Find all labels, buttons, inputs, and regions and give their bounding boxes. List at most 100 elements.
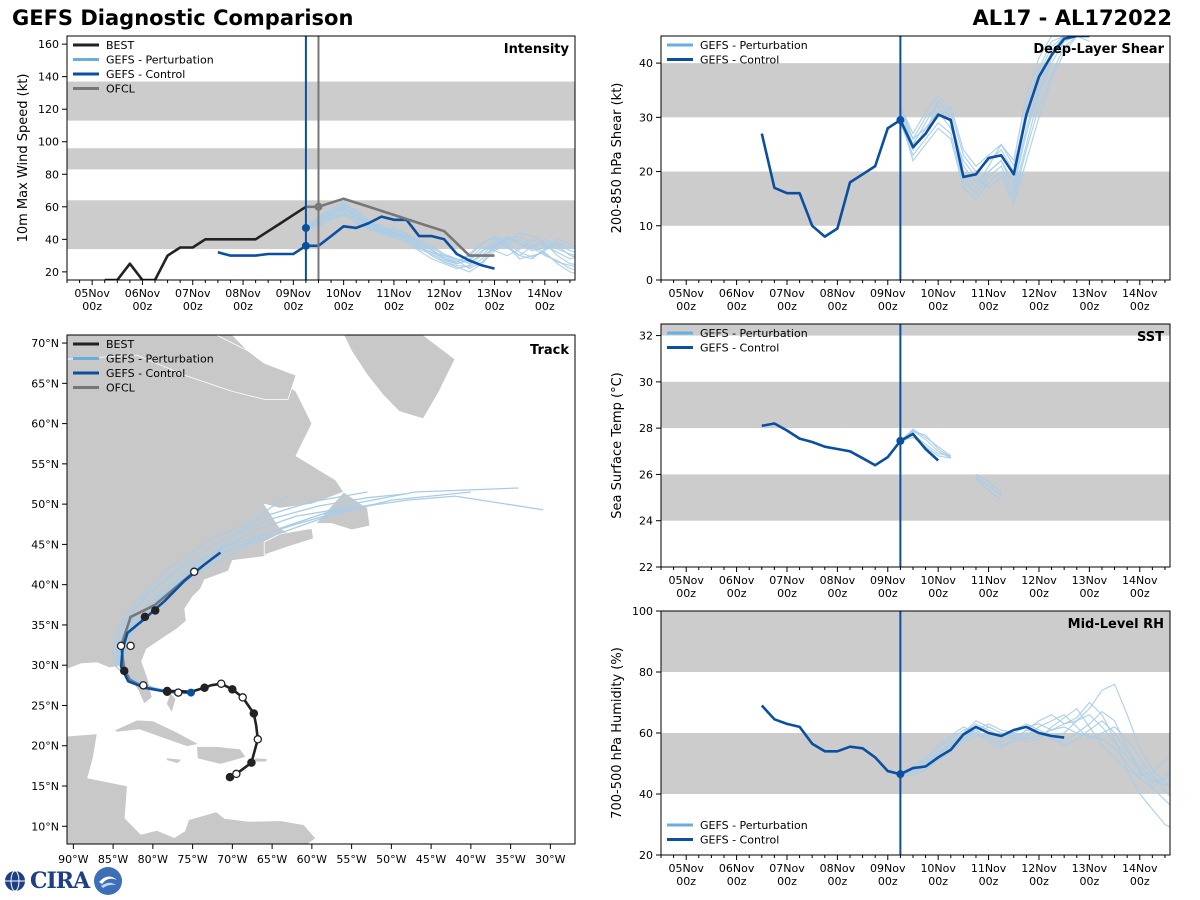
- rh-plot-area: [661, 611, 1170, 828]
- intensity-band-2: [67, 81, 575, 121]
- intensity-xtick-label-hour-0: 00z: [82, 300, 102, 313]
- sst-ytick-label-1: 24: [639, 515, 653, 528]
- track-best-point-7: [216, 679, 226, 688]
- intensity-ytick-label-0: 20: [45, 266, 59, 279]
- track-best-point-3: [253, 735, 263, 744]
- rh-chart: 05Nov00z06Nov00z07Nov00z08Nov00z09Nov00z…: [610, 605, 1171, 888]
- sst-xtick-label-date-8: 13Nov: [1072, 574, 1108, 587]
- sst-xtick-label-hour-1: 00z: [727, 587, 747, 600]
- track-xtick-label-3: 75°W: [177, 853, 207, 866]
- intensity-xtick-label-date-6: 11Nov: [376, 287, 412, 300]
- sst-band-1: [661, 381, 1170, 429]
- track-xtick-label-6: 60°W: [297, 853, 327, 866]
- track-ytick-label-9: 55°N: [31, 458, 59, 471]
- track-xtick-label-12: 30°W: [535, 853, 565, 866]
- sst-ytick-label-0: 22: [639, 561, 653, 574]
- legend-label-control: GEFS - Control: [700, 342, 779, 355]
- land-hispaniola: [196, 746, 247, 765]
- sst-xtick-label-hour-7: 00z: [1029, 587, 1049, 600]
- track-xtick-label-7: 55°W: [336, 853, 366, 866]
- legend-label-perturbation: GEFS - Perturbation: [700, 819, 808, 832]
- shear-xtick-label-hour-1: 00z: [727, 300, 747, 313]
- sst-xtick-label-date-6: 11Nov: [971, 574, 1007, 587]
- intensity-series-best-0: [104, 205, 307, 280]
- shear-perturbation-3: [899, 36, 1090, 201]
- intensity-xtick-label-date-1: 06Nov: [125, 287, 161, 300]
- intensity-xtick-label-hour-3: 00z: [233, 300, 253, 313]
- rh-ytick-label-3: 80: [639, 666, 653, 679]
- shear-xtick-label-hour-2: 00z: [777, 300, 797, 313]
- intensity-xtick-label-date-7: 12Nov: [426, 287, 462, 300]
- rh-ytick-label-2: 60: [639, 727, 653, 740]
- sst-perturbation-extra-0: [975, 476, 1002, 496]
- rh-xtick-label-hour-4: 00z: [878, 875, 898, 888]
- rh-xtick-label-hour-3: 00z: [827, 875, 847, 888]
- intensity-perturbation-8: [305, 214, 575, 268]
- track-ytick-label-11: 65°N: [31, 377, 59, 390]
- track-best-point-6: [228, 685, 237, 694]
- shear-chart: 05Nov00z06Nov00z07Nov00z08Nov00z09Nov00z…: [610, 35, 1171, 313]
- sst-xtick-label-hour-2: 00z: [777, 587, 797, 600]
- track-ytick-label-10: 60°N: [31, 418, 59, 431]
- sst-xtick-label-hour-3: 00z: [827, 587, 847, 600]
- intensity-ytick-label-1: 40: [45, 233, 59, 246]
- track-xtick-label-2: 80°W: [138, 853, 168, 866]
- intensity-init-dot: [301, 241, 310, 250]
- intensity-ytick-label-7: 160: [38, 38, 59, 51]
- rh-xtick-label-hour-6: 00z: [979, 875, 999, 888]
- shear-xtick-label-hour-3: 00z: [827, 300, 847, 313]
- sst-xtick-label-date-5: 10Nov: [920, 574, 956, 587]
- rh-xtick-label-date-6: 11Nov: [971, 862, 1007, 875]
- track-ofcl-point-5: [140, 612, 150, 622]
- legend-label-control: GEFS - Control: [106, 68, 185, 81]
- track-ofcl-point-2: [119, 666, 129, 676]
- shear-series-control-1: [899, 36, 1090, 179]
- legend-label-control: GEFS - Control: [700, 834, 779, 847]
- land-jamaica: [165, 757, 184, 764]
- cira-logo-text: CIRA: [30, 868, 90, 894]
- track-ytick-label-1: 15°N: [31, 780, 59, 793]
- rh-perturbation-4: [900, 713, 1170, 797]
- intensity-ytick-label-5: 120: [38, 103, 59, 116]
- track-best-point-9: [174, 688, 183, 697]
- intensity-xtick-label-hour-5: 00z: [334, 300, 354, 313]
- shear-xtick-label-date-5: 10Nov: [920, 287, 956, 300]
- track-ytick-label-12: 70°N: [31, 337, 59, 350]
- intensity-xtick-label-hour-1: 00z: [133, 300, 153, 313]
- sst-xtick-label-hour-4: 00z: [878, 587, 898, 600]
- intensity-ylabel: 10m Max Wind Speed (kt): [16, 74, 31, 243]
- rh-xtick-label-date-4: 09Nov: [870, 862, 906, 875]
- sst-series-control-0: [761, 422, 940, 467]
- shear-band-1: [661, 63, 1170, 118]
- rh-series-control-0: [760, 704, 1065, 776]
- rh-xtick-label-date-7: 12Nov: [1021, 862, 1057, 875]
- shear-plot-area: [661, 36, 1170, 238]
- track-plot-area: [67, 335, 544, 844]
- rh-xtick-label-date-0: 05Nov: [668, 862, 704, 875]
- sst-plot-area: [661, 324, 1170, 521]
- track-best-point-8: [200, 683, 209, 693]
- shear-xtick-label-date-4: 09Nov: [870, 287, 906, 300]
- shear-xtick-label-hour-4: 00z: [878, 300, 898, 313]
- land-greenland: [343, 335, 456, 420]
- track-ofcl-point-6: [150, 606, 160, 615]
- track-ytick-label-6: 40°N: [31, 579, 59, 592]
- legend-label-best: BEST: [106, 338, 134, 351]
- sst-xtick-label-date-1: 06Nov: [719, 574, 755, 587]
- shear-xtick-label-hour-5: 00z: [928, 300, 948, 313]
- track-ofcl-point-3: [116, 641, 126, 651]
- rh-ylabel: 700-500 hPa Humidity (%): [610, 647, 625, 819]
- sst-xtick-label-hour-6: 00z: [979, 587, 999, 600]
- shear-ylabel: 200-850 hPa Shear (kt): [610, 83, 625, 234]
- rh-band-1: [661, 611, 1170, 672]
- intensity-frame: [66, 35, 576, 281]
- track-title: Track: [530, 343, 569, 358]
- shear-band-0: [661, 171, 1170, 226]
- track-best-point-4: [249, 709, 259, 718]
- shear-frame: [660, 35, 1171, 281]
- track-frame: [66, 334, 576, 845]
- sst-ytick-label-4: 30: [639, 376, 653, 389]
- sst-title: SST: [1137, 330, 1164, 345]
- intensity-xtick-label-date-4: 09Nov: [276, 287, 312, 300]
- sst-xtick-label-date-3: 08Nov: [820, 574, 856, 587]
